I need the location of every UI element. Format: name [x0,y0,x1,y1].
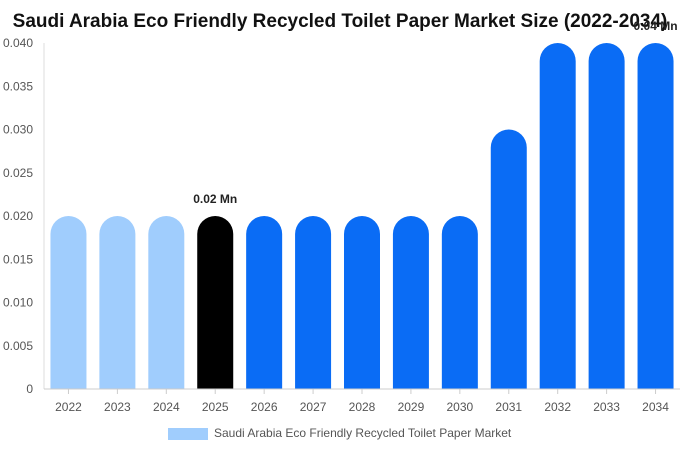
bar-2024[interactable] [148,216,185,389]
x-tick-label: 2027 [300,400,327,414]
y-tick-label: 0.040 [3,36,33,50]
y-tick-label: 0.030 [3,123,33,137]
x-tick-label: 2025 [202,400,229,414]
y-tick-label: 0.005 [3,339,33,353]
x-tick-label: 2029 [398,400,425,414]
x-tick-label: 2023 [104,400,131,414]
y-tick-label: 0.025 [3,166,33,180]
x-tick-label: 2031 [495,400,522,414]
bar-2029[interactable] [392,216,429,389]
x-tick-label: 2034 [642,400,669,414]
x-tick-label: 2028 [349,400,376,414]
y-tick-label: 0.020 [3,209,33,223]
bar-2030[interactable] [441,216,478,389]
legend-swatch [168,428,208,440]
y-tick-label: 0.015 [3,252,33,266]
bar-2023[interactable] [99,216,136,389]
bar-2025[interactable] [197,216,234,389]
x-tick-label: 2022 [55,400,82,414]
bar-2022[interactable] [50,216,87,389]
y-tick-label: 0.035 [3,79,33,93]
data-label-2025: 0.02 Mn [193,192,237,206]
y-tick-label: 0.010 [3,296,33,310]
bar-2033[interactable] [588,43,625,389]
legend[interactable]: Saudi Arabia Eco Friendly Recycled Toile… [168,426,512,440]
y-tick-label: 0 [26,382,33,396]
chart-title: Saudi Arabia Eco Friendly Recycled Toile… [13,11,668,32]
bar-2032[interactable] [539,43,576,389]
data-labels: 0.02 Mn 0.04 Mn [193,19,677,206]
y-axis: 0 0.005 0.010 0.015 0.020 0.025 0.030 0.035 0.04… [3,36,45,396]
x-tick-label: 2024 [153,400,180,414]
bar-2028[interactable] [344,216,380,389]
legend-label: Saudi Arabia Eco Friendly Recycled Toile… [214,426,512,440]
x-tick-label: 2026 [251,400,278,414]
x-tick-label: 2032 [544,400,571,414]
x-tick-label: 2033 [593,400,620,414]
bar-2034[interactable] [637,43,674,389]
bar-2026[interactable] [246,216,283,389]
bar-2027[interactable] [295,216,332,389]
x-tick-label: 2030 [446,400,473,414]
x-axis: 2022 2023 2024 2025 2026 2027 2028 2029 2030 2031… [44,388,680,414]
bar-2031[interactable] [490,129,527,390]
data-label-2034: 0.04 Mn [634,19,678,33]
bars-group [50,43,674,390]
